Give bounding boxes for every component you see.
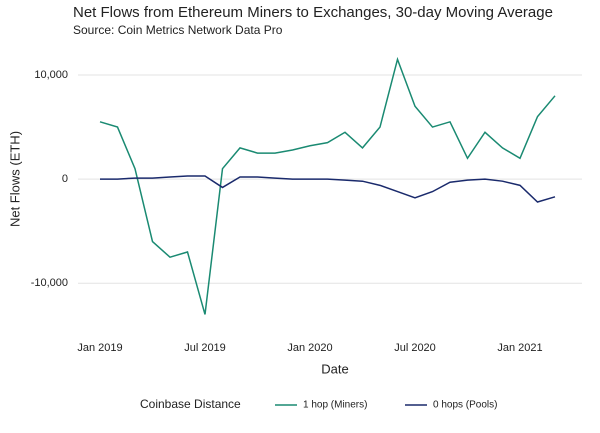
series-line — [99, 56, 556, 315]
x-tick-label: Jan 2020 — [287, 342, 332, 354]
y-tick-label: -10,000 — [31, 277, 68, 289]
x-axis-label: Date — [321, 361, 348, 376]
x-tick-label: Jul 2019 — [184, 342, 226, 354]
series-line — [100, 175, 556, 203]
chart-title: Net Flows from Ethereum Miners to Exchan… — [73, 4, 553, 21]
legend-label: 1 hop (Miners) — [303, 400, 367, 411]
legend-label: 0 hops (Pools) — [433, 400, 497, 411]
x-tick-label: Jul 2020 — [394, 342, 436, 354]
x-tick-label: Jan 2021 — [497, 342, 542, 354]
y-tick-label: 10,000 — [34, 69, 68, 81]
x-tick-label: Jan 2019 — [77, 342, 122, 354]
legend-title: Coinbase Distance — [140, 397, 241, 411]
y-tick-label: 0 — [62, 173, 68, 185]
y-axis-label: Net Flows (ETH) — [7, 131, 22, 227]
chart-subtitle: Source: Coin Metrics Network Data Pro — [73, 23, 283, 37]
